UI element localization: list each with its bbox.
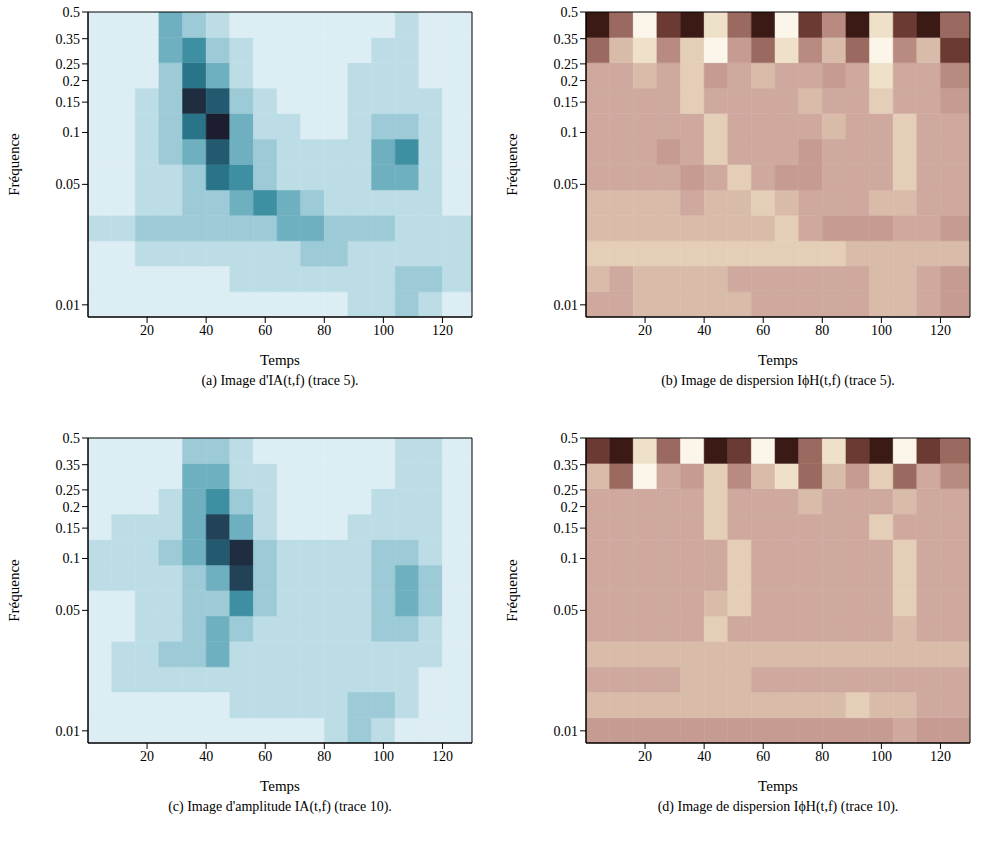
svg-text:0.2: 0.2 [561,500,579,515]
svg-text:0.2: 0.2 [561,74,579,89]
svg-text:0.01: 0.01 [56,724,81,739]
svg-text:0.05: 0.05 [554,177,579,192]
svg-text:60: 60 [756,323,770,338]
svg-text:20: 20 [140,749,154,764]
svg-text:100: 100 [373,323,394,338]
svg-text:20: 20 [140,323,154,338]
svg-text:40: 40 [199,323,213,338]
svg-text:0.35: 0.35 [554,32,579,47]
svg-text:100: 100 [871,749,892,764]
svg-text:Fréquence: Fréquence [6,559,22,622]
svg-text:80: 80 [815,323,829,338]
svg-text:0.25: 0.25 [56,483,81,498]
svg-text:40: 40 [697,749,711,764]
svg-text:120: 120 [930,323,951,338]
svg-text:Fréquence: Fréquence [6,133,22,196]
svg-text:0.35: 0.35 [554,458,579,473]
svg-text:60: 60 [258,749,272,764]
svg-text:120: 120 [432,323,453,338]
svg-text:0.35: 0.35 [56,458,81,473]
html-text:(c) Image d'amplitude IA(t,f): (c) Image d'amplitude IA(t,f) (trace 10)… [168,799,392,814]
svg-text:20: 20 [638,323,652,338]
svg-text:0.25: 0.25 [554,57,579,72]
svg-text:0.01: 0.01 [554,724,579,739]
svg-text:0.1: 0.1 [63,125,81,140]
svg-text:0.05: 0.05 [56,603,81,618]
svg-text:0.1: 0.1 [561,551,579,566]
svg-text:0.01: 0.01 [554,298,579,313]
svg-text:Temps: Temps [260,352,300,368]
svg-text:Fréquence: Fréquence [504,559,520,622]
svg-text:0.5: 0.5 [63,431,81,446]
svg-text:100: 100 [373,749,394,764]
svg-text:0.05: 0.05 [554,603,579,618]
svg-text:40: 40 [697,323,711,338]
svg-text:0.15: 0.15 [56,95,81,110]
svg-text:80: 80 [317,749,331,764]
svg-text:40: 40 [199,749,213,764]
svg-text:0.1: 0.1 [561,125,579,140]
svg-text:Temps: Temps [260,778,300,794]
svg-text:0.2: 0.2 [63,500,81,515]
svg-text:0.15: 0.15 [56,521,81,536]
svg-text:0.1: 0.1 [63,551,81,566]
svg-text:120: 120 [930,749,951,764]
svg-text:Temps: Temps [758,352,798,368]
svg-text:0.5: 0.5 [63,5,81,20]
svg-text:0.2: 0.2 [63,74,81,89]
svg-text:60: 60 [258,323,272,338]
svg-text:Temps: Temps [758,778,798,794]
svg-text:100: 100 [871,323,892,338]
svg-text:0.5: 0.5 [561,5,579,20]
svg-text:0.25: 0.25 [56,57,81,72]
html-text:(d) Image de dispersion IϕH(t,: (d) Image de dispersion IϕH(t,f) (trace … [657,799,899,814]
svg-text:0.15: 0.15 [554,95,579,110]
svg-text:0.15: 0.15 [554,521,579,536]
svg-text:0.05: 0.05 [56,177,81,192]
svg-text:60: 60 [756,749,770,764]
html-text:(b) Image de dispersion IϕH(t,: (b) Image de dispersion IϕH(t,f) (trace … [661,373,895,388]
svg-text:Fréquence: Fréquence [504,133,520,196]
html-text:(a) Image d'IA(t,f) (trace 5).: (a) Image d'IA(t,f) (trace 5). [201,373,359,388]
svg-text:0.35: 0.35 [56,32,81,47]
svg-text:0.25: 0.25 [554,483,579,498]
svg-text:20: 20 [638,749,652,764]
svg-text:120: 120 [432,749,453,764]
svg-text:80: 80 [815,749,829,764]
svg-text:80: 80 [317,323,331,338]
svg-text:0.01: 0.01 [56,298,81,313]
svg-text:0.5: 0.5 [561,431,579,446]
